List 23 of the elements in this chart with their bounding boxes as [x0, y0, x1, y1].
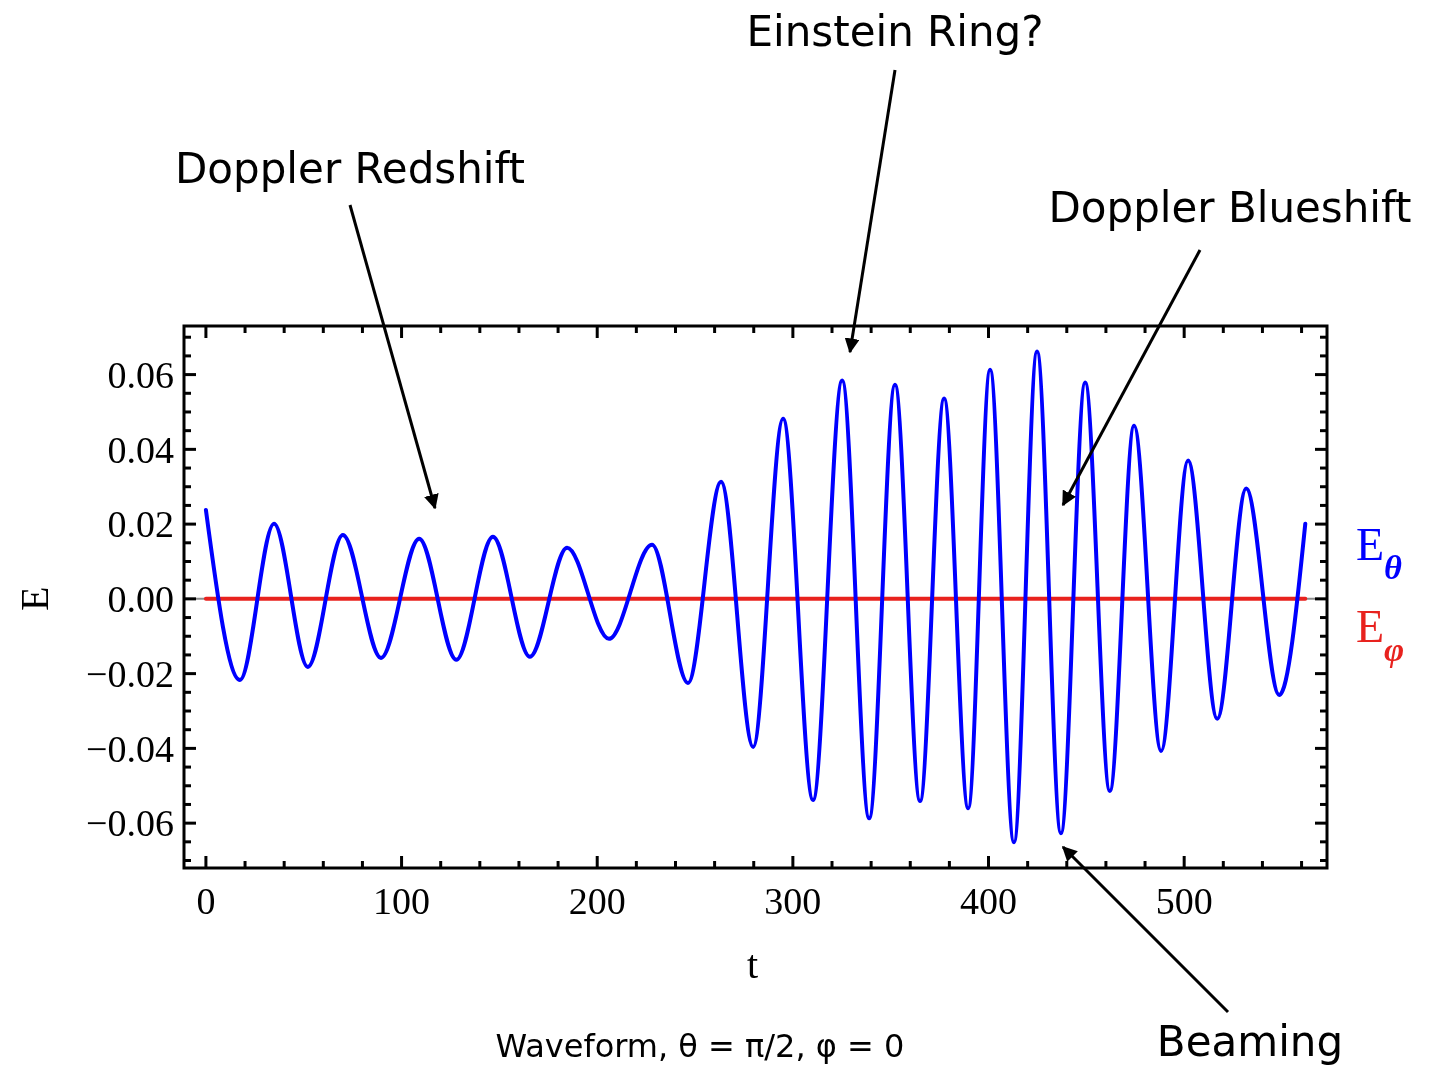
x-tick-label: 400 — [960, 880, 1018, 922]
y-tick-label: 0.04 — [107, 428, 174, 471]
text: Einstein Ring? — [746, 7, 1044, 56]
y-axis-title: E — [12, 586, 57, 612]
series-label: E$_{θ}$ — [1356, 519, 1403, 586]
y-tick-label: −0.02 — [86, 652, 174, 695]
text: Beaming — [1156, 1017, 1344, 1066]
y-tick-label: 0.00 — [107, 578, 174, 621]
x-tick-label: 300 — [764, 880, 822, 922]
text: Waveform, θ = π/2, φ = 0 — [495, 1027, 905, 1065]
x-tick-label: 500 — [1155, 880, 1213, 922]
text: Doppler Redshift — [175, 144, 525, 193]
y-tick-label: 0.02 — [107, 503, 174, 546]
y-tick-label: −0.04 — [86, 727, 174, 770]
text: Doppler Blueshift — [1048, 183, 1412, 232]
y-tick-label: −0.06 — [86, 802, 174, 845]
x-tick-label: 0 — [196, 880, 216, 922]
line-series — [203, 349, 1308, 845]
x-tick-label: 200 — [568, 880, 626, 922]
series-label: E$_{φ}$ — [1356, 601, 1405, 668]
y-tick-label: 0.06 — [107, 353, 174, 396]
x-tick-label: 100 — [373, 880, 431, 922]
x-axis-title: t — [746, 942, 759, 987]
